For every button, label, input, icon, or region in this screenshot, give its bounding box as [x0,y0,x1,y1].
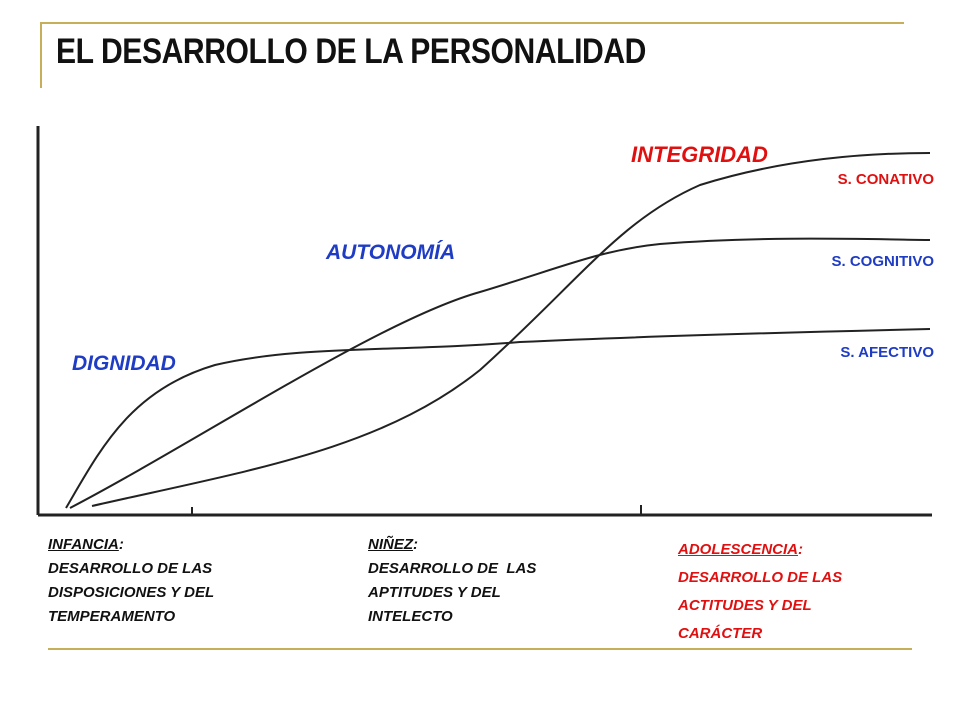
label-afectivo: S. AFECTIVO [840,344,934,361]
stage-infancia-heading: INFANCIA [48,536,119,553]
left-rule [40,22,42,88]
stage-infancia: INFANCIA: DESARROLLO DE LAS DISPOSICIONE… [48,533,214,629]
stage-ninez-line: DESARROLLO DE LAS [368,560,537,577]
stage-adolescencia-line: CARÁCTER [678,625,763,642]
curve-afectivo [65,328,931,509]
label-cognitivo: S. COGNITIVO [831,253,934,270]
label-integridad: INTEGRIDAD [631,142,768,167]
bottom-rule [48,648,912,650]
top-rule [40,22,904,24]
label-conativo: S. CONATIVO [838,171,935,188]
stage-ninez: NIÑEZ: DESARROLLO DE LAS APTITUDES Y DEL… [368,533,536,629]
stage-adolescencia-heading: ADOLESCENCIA [678,541,799,558]
stage-adolescencia-line: ACTITUDES Y DEL [678,597,812,614]
page-title: EL DESARROLLO DE LA PERSONALIDAD [56,32,646,71]
label-autonomia: AUTONOMÍA [325,241,455,264]
stage-infancia-line: DESARROLLO DE LAS [48,560,213,577]
stage-infancia-line: DISPOSICIONES Y DEL [48,584,215,601]
curve-conativo [91,152,931,507]
stage-ninez-line: INTELECTO [368,608,453,625]
stage-ninez-heading: NIÑEZ [368,536,413,553]
label-dignidad: DIGNIDAD [72,352,176,375]
curve-cognitivo [69,237,931,509]
stage-adolescencia: ADOLESCENCIA: DESARROLLO DE LAS ACTITUDE… [678,536,842,648]
stage-ninez-line: APTITUDES Y DEL [368,584,501,601]
stage-infancia-line: TEMPERAMENTO [48,608,176,625]
stage-adolescencia-line: DESARROLLO DE LAS [678,569,843,586]
